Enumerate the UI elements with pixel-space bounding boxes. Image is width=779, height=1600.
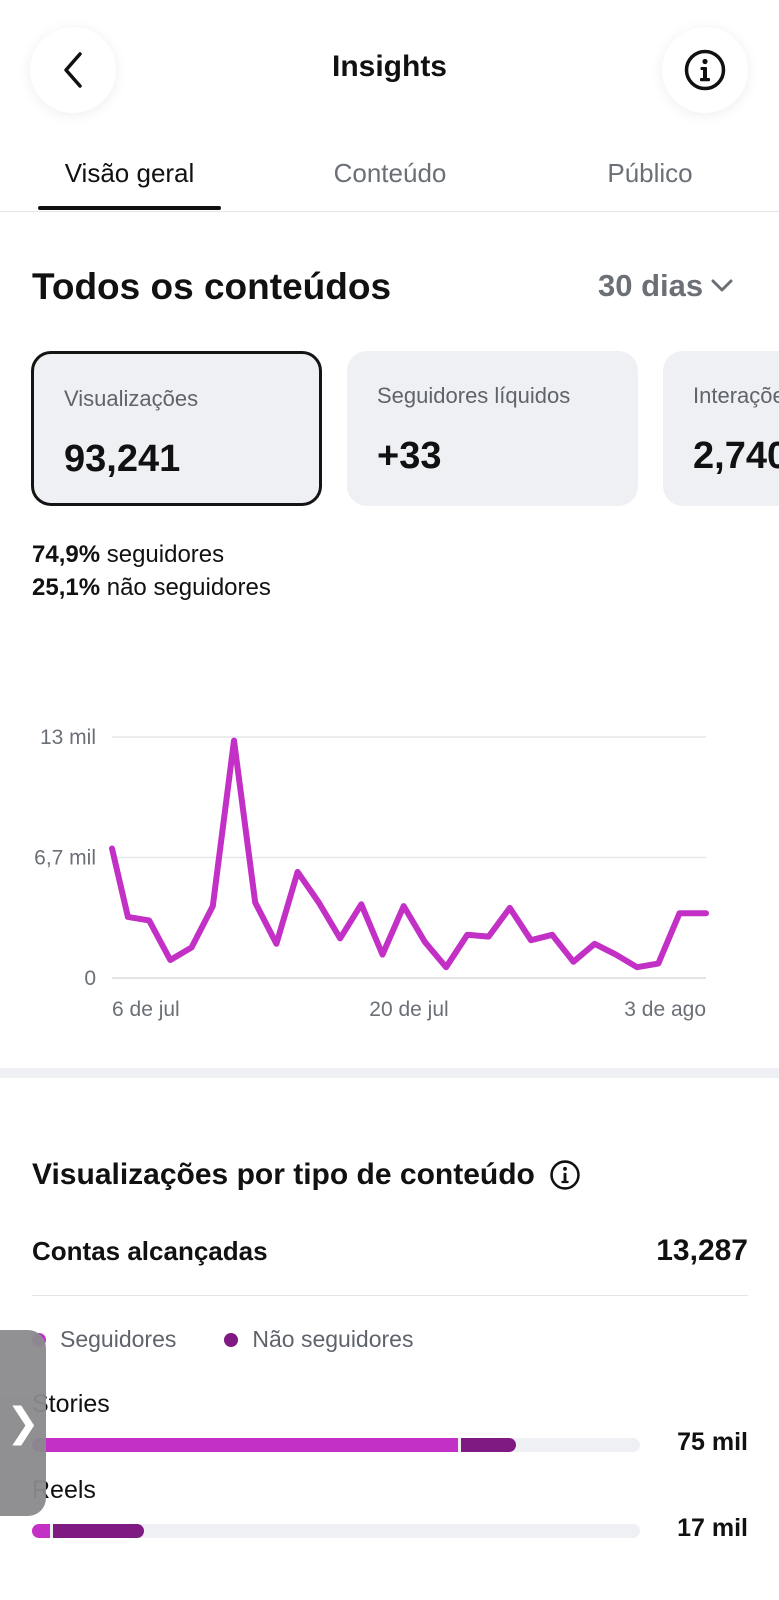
x-tick-label: 20 de jul	[369, 998, 448, 1021]
page-title: Insights	[331, 50, 447, 83]
content-type-value: 75 mil	[677, 1428, 748, 1456]
info-icon[interactable]	[549, 1159, 581, 1191]
series-line-views	[109, 737, 709, 971]
y-tick-label: 0	[84, 967, 96, 990]
date-range-label: 30 dias	[598, 268, 704, 303]
tab-bar: Visão geral Conteúdo Público	[0, 140, 779, 212]
metric-card-interactions[interactable]: Interações 2,740	[663, 351, 779, 506]
y-tick-label: 13 mil	[40, 726, 96, 749]
header: Insights	[0, 0, 779, 140]
audience-split: 74,9% seguidores 25,1% não seguidores	[32, 538, 271, 604]
accounts-reached-row: Contas alcançadas 13,287	[32, 1232, 748, 1296]
accounts-reached-label: Contas alcançadas	[32, 1236, 268, 1266]
views-line-chart: 0 6,7 mil 13 mil 6 de jul 20 de jul 3 de ago	[34, 726, 709, 1021]
tab-audience[interactable]: Público	[607, 158, 693, 188]
chevron-down-icon	[711, 279, 733, 292]
metric-card-net-followers[interactable]: Seguidores líquidos +33	[347, 351, 638, 506]
nonfollowers-share: 25,1% não seguidores	[32, 571, 271, 604]
followers-share: 74,9% seguidores	[32, 538, 271, 571]
content-type-row-reels[interactable]: Reels 17 mil	[32, 1476, 748, 1556]
section-title: Todos os conteúdos	[32, 266, 392, 307]
bar-track	[32, 1524, 640, 1538]
followers-pct: 74,9%	[32, 541, 101, 568]
content-type-title-text: Visualizações por tipo de conteúdo	[32, 1158, 535, 1191]
x-tick-label: 6 de jul	[112, 998, 180, 1021]
active-tab-indicator	[38, 206, 221, 210]
info-button[interactable]	[662, 27, 748, 113]
metric-card-value: 93,241	[64, 438, 181, 480]
bar-track	[32, 1438, 640, 1452]
nonfollowers-share-label: não seguidores	[100, 574, 271, 601]
bar-segment-nonfollowers	[53, 1524, 144, 1538]
content-type-title: Visualizações por tipo de conteúdo	[32, 1158, 581, 1192]
accounts-reached-value: 13,287	[656, 1234, 748, 1267]
metric-card-views[interactable]: Visualizações 93,241	[31, 351, 322, 506]
chevron-left-icon	[64, 52, 82, 88]
bar-segment-nonfollowers	[461, 1438, 516, 1452]
metric-card-value: +33	[377, 435, 442, 477]
metric-cards: Visualizações 93,241 Seguidores líquidos…	[0, 351, 779, 507]
metric-card-label: Seguidores líquidos	[377, 383, 571, 408]
legend: Seguidores Não seguidores	[32, 1326, 461, 1353]
info-icon	[684, 49, 726, 91]
metric-card-label: Visualizações	[64, 386, 199, 411]
side-panel-handle[interactable]: ❯	[0, 1330, 46, 1516]
tab-content[interactable]: Conteúdo	[333, 158, 447, 188]
back-button[interactable]	[30, 27, 116, 113]
tab-overview[interactable]: Visão geral	[64, 158, 195, 188]
bar-segment-followers	[32, 1524, 50, 1538]
section-divider	[0, 1068, 779, 1078]
date-range-dropdown[interactable]: 30 dias	[598, 268, 733, 304]
legend-label: Não seguidores	[252, 1326, 414, 1352]
x-tick-label: 3 de ago	[624, 998, 706, 1021]
metric-card-value: 2,740	[693, 435, 779, 477]
bar-segment-followers	[32, 1438, 458, 1452]
content-type-row-stories[interactable]: Stories 75 mil	[32, 1390, 748, 1470]
metric-card-label: Interações	[693, 383, 779, 408]
chevron-right-icon: ❯	[6, 1401, 40, 1445]
legend-item-followers: Seguidores	[32, 1326, 176, 1353]
nonfollowers-pct: 25,1%	[32, 574, 101, 601]
y-tick-label: 6,7 mil	[34, 847, 96, 870]
followers-share-label: seguidores	[100, 541, 225, 568]
legend-item-nonfollowers: Não seguidores	[224, 1326, 413, 1353]
content-type-value: 17 mil	[677, 1514, 748, 1542]
legend-label: Seguidores	[60, 1326, 177, 1352]
legend-dot-nonfollowers	[224, 1332, 239, 1347]
